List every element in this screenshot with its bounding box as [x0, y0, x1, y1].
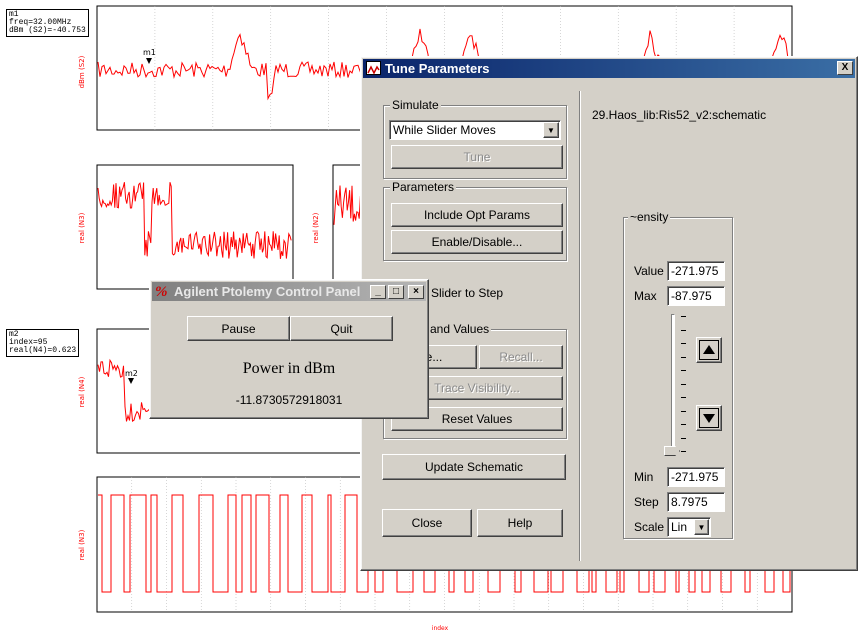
- slider-tick: [681, 329, 686, 331]
- parameters-label: Parameters: [390, 180, 457, 194]
- marker-m2-label: m2: [125, 369, 138, 378]
- power-value: -11.8730572918031: [235, 393, 343, 407]
- marker-m2: m2: [125, 369, 138, 384]
- scale-select[interactable]: Lin ▼: [667, 517, 711, 537]
- maximize-button[interactable]: □: [388, 285, 404, 299]
- slider-to-step-label[interactable]: Slider to Step: [431, 286, 504, 300]
- chevron-down-icon[interactable]: ▼: [543, 122, 559, 138]
- schematic-path: 29.Haos_lib:Ris52_v2:schematic: [592, 108, 767, 122]
- recall-button[interactable]: Recall...: [479, 345, 563, 369]
- step-label: Step: [634, 495, 659, 509]
- minimize-button[interactable]: _: [370, 285, 386, 299]
- real-n3-plot: [96, 164, 294, 290]
- marker-m1: m1: [143, 48, 156, 64]
- help-button[interactable]: Help: [477, 509, 563, 537]
- parameter-slider-track[interactable]: [671, 314, 675, 456]
- step-down-button[interactable]: [696, 405, 722, 431]
- slider-tick: [681, 343, 686, 344]
- plot1-ylabel: dBm (S2): [78, 55, 86, 88]
- slider-tick: [681, 370, 686, 371]
- pause-button[interactable]: Pause: [187, 316, 290, 341]
- simulate-mode-value: While Slider Moves: [393, 123, 496, 137]
- chevron-down-icon[interactable]: ▼: [694, 519, 709, 535]
- step-up-button[interactable]: [696, 337, 722, 363]
- tune-close-button[interactable]: X: [837, 61, 853, 75]
- max-label: Max: [634, 289, 657, 303]
- ptolemy-logo-icon: %: [155, 284, 168, 300]
- parameter-slider-group: ~ensity Value -271.975 Max -87.975 Min -…: [623, 210, 733, 539]
- enable-disable-button[interactable]: Enable/Disable...: [391, 230, 563, 254]
- value-field[interactable]: -271.975: [667, 261, 725, 281]
- slider-tick: [681, 383, 686, 385]
- marker-m2-readout: m2 index=95 real(N4)=0.623: [6, 329, 80, 357]
- tune-title-bar[interactable]: Tune Parameters X: [363, 59, 855, 78]
- min-field[interactable]: -271.975: [667, 467, 725, 487]
- m2-line-1: m2: [9, 330, 19, 339]
- m2-line-3: real(N4)=0.623: [9, 346, 77, 355]
- close-button[interactable]: Close: [382, 509, 472, 537]
- m1-line-2: freq=32.00MHz: [9, 18, 72, 27]
- power-heading: Power in dBm: [242, 360, 336, 377]
- scale-label: Scale: [634, 520, 665, 534]
- quit-button[interactable]: Quit: [290, 316, 393, 341]
- ptolemy-title-bar[interactable]: % Agilent Ptolemy Control Panel: [152, 282, 426, 301]
- panel-divider: [579, 91, 580, 561]
- slider-tick: [681, 410, 686, 412]
- marker-m1-readout: m1 freq=32.00MHz dBm (S2)=-40.753: [6, 9, 89, 37]
- tune-app-icon: [366, 61, 381, 75]
- arrow-down-icon: [699, 408, 719, 428]
- plot2-ylabel: real (N3): [78, 212, 86, 243]
- slider-tick: [681, 316, 686, 317]
- min-label: Min: [634, 470, 654, 484]
- arrow-up-icon: [699, 340, 719, 360]
- m1-line-1: m1: [9, 10, 19, 19]
- step-field[interactable]: 8.7975: [667, 492, 725, 512]
- scale-value: Lin: [671, 520, 688, 534]
- simulate-group: Simulate While Slider Moves ▼ Tune: [383, 98, 567, 179]
- plot4-xlabel: index: [432, 625, 449, 632]
- parameter-name: ~ensity: [628, 210, 671, 224]
- slider-tick: [681, 424, 686, 425]
- parameters-group: Parameters Include Opt Params Enable/Dis…: [383, 180, 567, 261]
- ptolemy-close-button[interactable]: ×: [408, 285, 424, 299]
- simulate-label: Simulate: [390, 98, 441, 112]
- plot2b-ylabel: real (N2): [312, 212, 320, 243]
- tune-title: Tune Parameters: [385, 61, 490, 76]
- plot3-ylabel: real (N4): [78, 376, 86, 407]
- slider-tick: [681, 437, 686, 439]
- values-label: and Values: [428, 322, 492, 336]
- simulate-mode-select[interactable]: While Slider Moves ▼: [389, 120, 561, 140]
- m1-line-3: dBm (S2)=-40.753: [9, 26, 86, 35]
- plot4-ylabel: real (N3): [78, 529, 86, 560]
- slider-tick: [681, 356, 686, 358]
- slider-ticks: [681, 316, 687, 456]
- tune-parameters-window: Tune Parameters X Simulate While Slider …: [360, 56, 858, 571]
- ptolemy-control-panel-window: % Agilent Ptolemy Control Panel _ □ × Pa…: [149, 279, 429, 419]
- ptolemy-title: Agilent Ptolemy Control Panel: [174, 284, 361, 299]
- slider-thumb[interactable]: [664, 446, 680, 456]
- m2-line-2: index=95: [9, 338, 48, 347]
- include-opt-params-button[interactable]: Include Opt Params: [391, 203, 563, 227]
- marker-m1-label: m1: [143, 48, 156, 57]
- update-schematic-button[interactable]: Update Schematic: [382, 454, 566, 480]
- tune-button[interactable]: Tune: [391, 145, 563, 169]
- value-label: Value: [634, 264, 664, 278]
- max-field[interactable]: -87.975: [667, 286, 725, 306]
- slider-tick: [681, 397, 686, 398]
- slider-tick: [681, 451, 686, 452]
